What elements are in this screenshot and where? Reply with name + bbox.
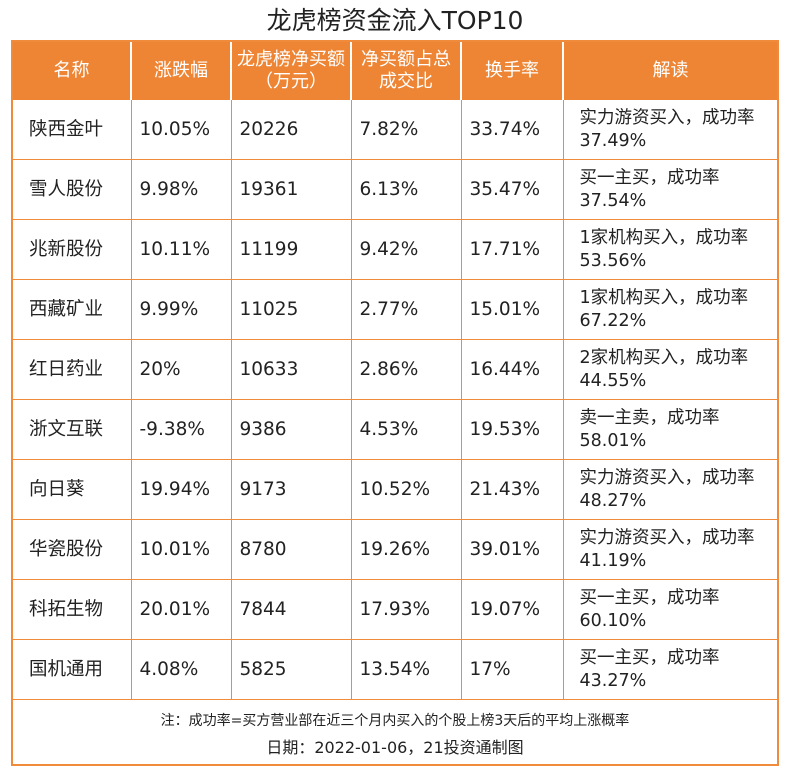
stock-name-cell: 陕西金叶 — [13, 100, 131, 160]
net-buy-cell: 11199 — [230, 219, 351, 280]
stock-name-cell: 兆新股份 — [13, 219, 131, 280]
net-buy-cell: 20226 — [230, 100, 351, 160]
table-row: 兆新股份 10.11% 11199 9.42% 17.71% 1家机构买入，成功率53.5… — [13, 219, 777, 280]
change-pct-cell: 10.11% — [130, 219, 231, 280]
net-buy-ratio-cell: 6.13% — [350, 159, 461, 220]
net-buy-ratio-cell: 2.86% — [350, 339, 461, 400]
net-buy-cell: 9386 — [230, 399, 351, 460]
turnover-rate-cell: 33.74% — [460, 100, 563, 160]
net-buy-ratio-cell: 19.26% — [350, 519, 461, 580]
change-pct-cell: 4.08% — [130, 639, 231, 700]
table-row: 浙文互联 -9.38% 9386 4.53% 19.53% 卖一主卖，成功率58.01% — [13, 399, 777, 460]
stock-name-cell: 向日葵 — [13, 459, 131, 520]
table-row: 西藏矿业 9.99% 11025 2.77% 15.01% 1家机构买入，成功率67.22… — [13, 279, 777, 340]
stock-name-cell: 科拓生物 — [13, 579, 131, 640]
footnote: 注：成功率=买方营业部在近三个月内买入的个股上榜3天后的平均上涨概率 — [160, 713, 630, 729]
turnover-rate-cell: 16.44% — [460, 339, 563, 400]
table-row: 华瓷股份 10.01% 8780 19.26% 39.01% 实力游资买入，成功率41.1… — [13, 519, 777, 580]
change-pct-cell: 20% — [130, 339, 231, 400]
stock-name-cell: 国机通用 — [13, 639, 131, 700]
header-ratio: 净买额占总成交比 — [350, 42, 461, 100]
net-buy-cell: 10633 — [230, 339, 351, 400]
net-buy-ratio-cell: 4.53% — [350, 399, 461, 460]
stock-name-cell: 西藏矿业 — [13, 279, 131, 340]
change-pct-cell: 9.99% — [130, 279, 231, 340]
change-pct-cell: 19.94% — [130, 459, 231, 520]
net-buy-ratio-cell: 17.93% — [350, 579, 461, 640]
stock-name-cell: 浙文互联 — [13, 399, 131, 460]
interpretation-cell: 2家机构买入，成功率44.55% — [562, 339, 777, 400]
net-buy-cell: 19361 — [230, 159, 351, 220]
net-buy-cell: 5825 — [230, 639, 351, 700]
change-pct-cell: 9.98% — [130, 159, 231, 220]
net-buy-ratio-cell: 10.52% — [350, 459, 461, 520]
header-change: 涨跌幅 — [130, 42, 231, 100]
table-row: 陕西金叶 10.05% 20226 7.82% 33.74% 实力游资买入，成功率37.4… — [13, 100, 777, 160]
stock-name-cell: 红日药业 — [13, 339, 131, 400]
table-row: 科拓生物 20.01% 7844 17.93% 19.07% 买一主买，成功率60.10% — [13, 579, 777, 640]
interpretation-cell: 卖一主卖，成功率58.01% — [562, 399, 777, 460]
table-row: 红日药业 20% 10633 2.86% 16.44% 2家机构买入，成功率44.55% — [13, 339, 777, 400]
page-title: 龙虎榜资金流入TOP10 — [266, 6, 524, 35]
turnover-rate-cell: 15.01% — [460, 279, 563, 340]
table-header-row: 名称 涨跌幅 龙虎榜净买额（万元） 净买额占总成交比 换手率 解读 — [13, 42, 777, 100]
net-buy-cell: 9173 — [230, 459, 351, 520]
net-buy-cell: 11025 — [230, 279, 351, 340]
stock-name-cell: 华瓷股份 — [13, 519, 131, 580]
table-frame: 名称 涨跌幅 龙虎榜净买额（万元） 净买额占总成交比 换手率 解读 陕西金叶 10… — [11, 40, 779, 766]
turnover-rate-cell: 19.07% — [460, 579, 563, 640]
table-row: 雪人股份 9.98% 19361 6.13% 35.47% 买一主买，成功率37.54% — [13, 159, 777, 220]
net-buy-cell: 7844 — [230, 579, 351, 640]
turnover-rate-cell: 17% — [460, 639, 563, 700]
header-net-buy: 龙虎榜净买额（万元） — [230, 42, 351, 100]
turnover-rate-cell: 39.01% — [460, 519, 563, 580]
turnover-rate-cell: 19.53% — [460, 399, 563, 460]
turnover-rate-cell: 17.71% — [460, 219, 563, 280]
data-table: 名称 涨跌幅 龙虎榜净买额（万元） 净买额占总成交比 换手率 解读 陕西金叶 10… — [13, 42, 777, 700]
interpretation-cell: 实力游资买入，成功率48.27% — [562, 459, 777, 520]
interpretation-cell: 1家机构买入，成功率67.22% — [562, 279, 777, 340]
table-row: 国机通用 4.08% 5825 13.54% 17% 买一主买，成功率43.27% — [13, 639, 777, 700]
change-pct-cell: 20.01% — [130, 579, 231, 640]
change-pct-cell: 10.01% — [130, 519, 231, 580]
interpretation-cell: 1家机构买入，成功率53.56% — [562, 219, 777, 280]
header-turnover: 换手率 — [460, 42, 563, 100]
header-name: 名称 — [13, 42, 131, 100]
net-buy-ratio-cell: 13.54% — [350, 639, 461, 700]
interpretation-cell: 买一主买，成功率37.54% — [562, 159, 777, 220]
turnover-rate-cell: 21.43% — [460, 459, 563, 520]
interpretation-cell: 实力游资买入，成功率41.19% — [562, 519, 777, 580]
date-line: 日期：2022-01-06，21投资通制图 — [266, 738, 524, 757]
net-buy-cell: 8780 — [230, 519, 351, 580]
net-buy-ratio-cell: 9.42% — [350, 219, 461, 280]
header-note: 解读 — [562, 42, 777, 100]
interpretation-cell: 买一主买，成功率43.27% — [562, 639, 777, 700]
change-pct-cell: 10.05% — [130, 100, 231, 160]
interpretation-cell: 实力游资买入，成功率37.49% — [562, 100, 777, 160]
change-pct-cell: -9.38% — [130, 399, 231, 460]
turnover-rate-cell: 35.47% — [460, 159, 563, 220]
stock-name-cell: 雪人股份 — [13, 159, 131, 220]
interpretation-cell: 买一主买，成功率60.10% — [562, 579, 777, 640]
net-buy-ratio-cell: 7.82% — [350, 100, 461, 160]
net-buy-ratio-cell: 2.77% — [350, 279, 461, 340]
table-row: 向日葵 19.94% 9173 10.52% 21.43% 实力游资买入，成功率48.27… — [13, 459, 777, 520]
